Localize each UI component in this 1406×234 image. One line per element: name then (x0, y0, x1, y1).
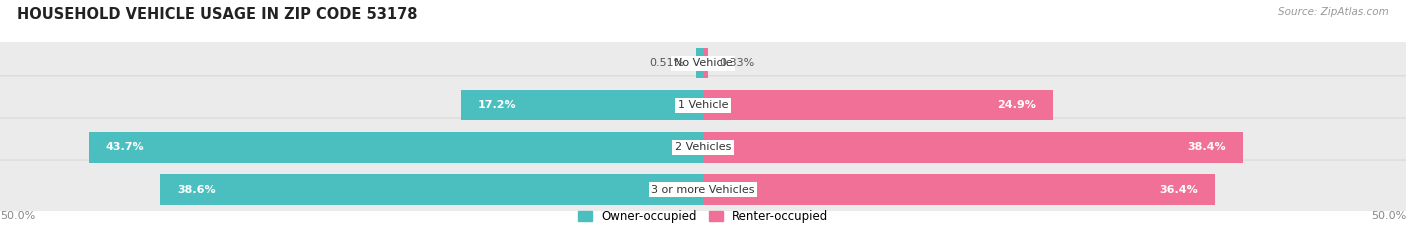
Text: 24.9%: 24.9% (997, 100, 1036, 110)
Text: 50.0%: 50.0% (0, 212, 35, 221)
Text: 0.33%: 0.33% (718, 58, 754, 68)
Legend: Owner-occupied, Renter-occupied: Owner-occupied, Renter-occupied (572, 206, 834, 228)
Text: No Vehicle: No Vehicle (673, 58, 733, 68)
Bar (89, 132, 703, 163)
Text: 38.6%: 38.6% (177, 185, 215, 194)
Text: 36.4%: 36.4% (1159, 185, 1198, 194)
Bar (696, 48, 703, 78)
FancyBboxPatch shape (0, 76, 1406, 135)
Bar (703, 48, 707, 78)
Text: 17.2%: 17.2% (478, 100, 516, 110)
Bar (703, 132, 1243, 163)
FancyBboxPatch shape (0, 160, 1406, 219)
Text: Source: ZipAtlas.com: Source: ZipAtlas.com (1278, 7, 1389, 17)
FancyBboxPatch shape (0, 118, 1406, 177)
Text: 43.7%: 43.7% (105, 143, 143, 152)
Text: 3 or more Vehicles: 3 or more Vehicles (651, 185, 755, 194)
Bar (461, 90, 703, 121)
Text: 38.4%: 38.4% (1188, 143, 1226, 152)
Bar (703, 90, 1053, 121)
Text: 50.0%: 50.0% (1371, 212, 1406, 221)
Text: 2 Vehicles: 2 Vehicles (675, 143, 731, 152)
Text: HOUSEHOLD VEHICLE USAGE IN ZIP CODE 53178: HOUSEHOLD VEHICLE USAGE IN ZIP CODE 5317… (17, 7, 418, 22)
Bar (160, 174, 703, 205)
Bar (703, 174, 1215, 205)
FancyBboxPatch shape (0, 34, 1406, 93)
Text: 0.51%: 0.51% (650, 58, 685, 68)
Text: 1 Vehicle: 1 Vehicle (678, 100, 728, 110)
